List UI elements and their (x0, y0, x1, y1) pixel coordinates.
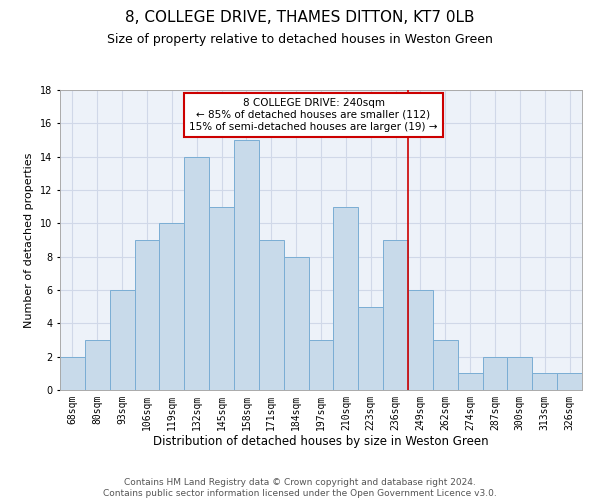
Bar (60, 356, 85, 390)
Y-axis label: Number of detached properties: Number of detached properties (25, 152, 34, 328)
Bar (433, 340, 458, 390)
Bar (134, 240, 160, 390)
Bar (308, 340, 334, 390)
Bar (234, 140, 259, 390)
Text: Contains HM Land Registry data © Crown copyright and database right 2024.
Contai: Contains HM Land Registry data © Crown c… (103, 478, 497, 498)
Bar (85, 340, 110, 390)
Bar (284, 256, 308, 390)
Bar (358, 306, 383, 390)
Bar (508, 356, 532, 390)
Bar (408, 290, 433, 390)
Bar (160, 224, 184, 390)
Bar (482, 356, 508, 390)
Bar (383, 240, 408, 390)
Bar (532, 374, 557, 390)
Bar (557, 374, 582, 390)
Text: 8 COLLEGE DRIVE: 240sqm
← 85% of detached houses are smaller (112)
15% of semi-d: 8 COLLEGE DRIVE: 240sqm ← 85% of detache… (189, 98, 438, 132)
Text: Size of property relative to detached houses in Weston Green: Size of property relative to detached ho… (107, 32, 493, 46)
Bar (184, 156, 209, 390)
Bar (334, 206, 358, 390)
Bar (209, 206, 234, 390)
Bar (259, 240, 284, 390)
Text: Distribution of detached houses by size in Weston Green: Distribution of detached houses by size … (153, 435, 489, 448)
Bar (110, 290, 134, 390)
Text: 8, COLLEGE DRIVE, THAMES DITTON, KT7 0LB: 8, COLLEGE DRIVE, THAMES DITTON, KT7 0LB (125, 10, 475, 25)
Bar (458, 374, 482, 390)
